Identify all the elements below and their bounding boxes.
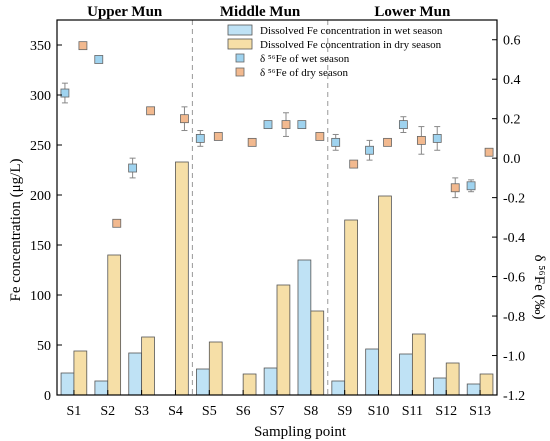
bar (196, 368, 210, 396)
y2-tick-label: 0.4 (503, 73, 521, 88)
data-point (365, 145, 374, 155)
bar (263, 367, 278, 396)
legend-swatch (227, 38, 253, 50)
y-tick-label: 200 (30, 189, 51, 204)
y2-tick-label: -0.4 (503, 231, 525, 246)
region-label: Upper Mun (87, 4, 163, 20)
bar (331, 380, 346, 396)
y-tick-label: 350 (30, 39, 51, 54)
bar (399, 353, 413, 396)
x-tick-label: S4 (168, 404, 183, 419)
x-tick-label: S1 (67, 404, 82, 419)
x-tick-label: S7 (270, 404, 285, 419)
data-point (112, 218, 122, 228)
axes: 0 50 100 150 200 250 300 350 -1.2 -1.0 -0.8 -0.6 -0.… (30, 19, 525, 419)
y2-axis-title: δ ⁵⁶Fe (‰) (531, 254, 547, 319)
y2-tick-label: -1.0 (503, 350, 525, 365)
bar (73, 350, 88, 396)
y-tick-label: 0 (44, 389, 51, 404)
bars (60, 161, 494, 396)
bar (445, 362, 460, 396)
bar (344, 219, 358, 396)
data-point (416, 135, 426, 145)
data-point (247, 137, 257, 147)
data-point (195, 134, 205, 143)
bar (175, 161, 189, 396)
x-tick-label: S8 (303, 404, 318, 419)
x-tick-label: S13 (469, 404, 491, 419)
bar (479, 373, 494, 396)
legend-marker (235, 67, 245, 77)
data-point (146, 106, 156, 116)
data-point (297, 120, 307, 130)
y2-tick-label: -1.2 (503, 389, 525, 404)
data-point (466, 181, 476, 191)
x-tick-label: S3 (134, 404, 149, 419)
data-point (60, 88, 70, 98)
data-point (383, 137, 392, 147)
data-point (349, 159, 359, 169)
bar (276, 284, 291, 396)
bar (208, 341, 223, 396)
legend-label: Dissolved Fe concentration in wet season (260, 25, 443, 37)
data-point (213, 132, 223, 141)
data-point (78, 41, 88, 51)
bar (94, 380, 109, 396)
data-point (315, 132, 325, 141)
y-tick-label: 150 (30, 239, 51, 254)
y-axis-title: Fe concentration (μg/L) (8, 159, 24, 302)
bar (365, 348, 379, 396)
y2-tick-label: -0.8 (503, 310, 525, 325)
y-tick-label: 300 (30, 89, 51, 104)
y-tick-label: 100 (30, 289, 51, 304)
y2-tick-label: -0.2 (503, 192, 525, 207)
y-tick-label: 250 (30, 139, 51, 154)
region-labels: Upper Mun Middle Mun Lower Mun (87, 4, 451, 395)
y2-tick-label: 0.2 (503, 113, 521, 128)
x-tick-label: S2 (100, 404, 115, 419)
bar (107, 254, 122, 396)
region-label: Middle Mun (220, 4, 301, 20)
y2-tick-label: 0.0 (503, 152, 521, 167)
data-point (281, 120, 291, 130)
data-point (450, 183, 460, 193)
data-point (398, 120, 408, 130)
bar (297, 259, 312, 396)
data-point (432, 134, 442, 143)
data-point (128, 163, 138, 173)
region-label: Lower Mun (374, 4, 451, 20)
legend-swatch (227, 24, 253, 36)
isotope-points (60, 41, 494, 228)
legend-marker (235, 53, 245, 63)
x-tick-label: S6 (236, 404, 251, 419)
legend: Dissolved Fe concentration in wet season… (227, 24, 443, 79)
data-point (94, 55, 104, 64)
bar (378, 195, 392, 396)
bar (128, 352, 143, 396)
y2-tick-label: -0.6 (503, 271, 525, 286)
legend-label: δ ⁵⁶Fe of dry season (260, 67, 349, 79)
bar (141, 336, 155, 396)
bar (310, 310, 325, 396)
y2-tick-label: 0.6 (503, 34, 521, 49)
x-tick-label: S9 (337, 404, 352, 419)
legend-label: Dissolved Fe concentration in dry season (260, 39, 442, 51)
bar (432, 377, 447, 396)
bar (466, 383, 481, 396)
x-tick-label: S11 (402, 404, 423, 419)
bar (60, 372, 75, 396)
data-point (484, 147, 494, 157)
x-tick-label: S12 (435, 404, 457, 419)
x-axis-title: Sampling point (254, 424, 347, 440)
bar (411, 333, 426, 396)
x-tick-label: S5 (202, 404, 217, 419)
y-tick-label: 50 (37, 339, 51, 354)
data-point (180, 114, 189, 124)
bar (242, 373, 257, 396)
data-point (331, 137, 341, 147)
data-point (263, 120, 273, 130)
legend-label: δ ⁵⁶Fe of wet season (260, 53, 350, 65)
x-tick-label: S10 (368, 404, 390, 419)
